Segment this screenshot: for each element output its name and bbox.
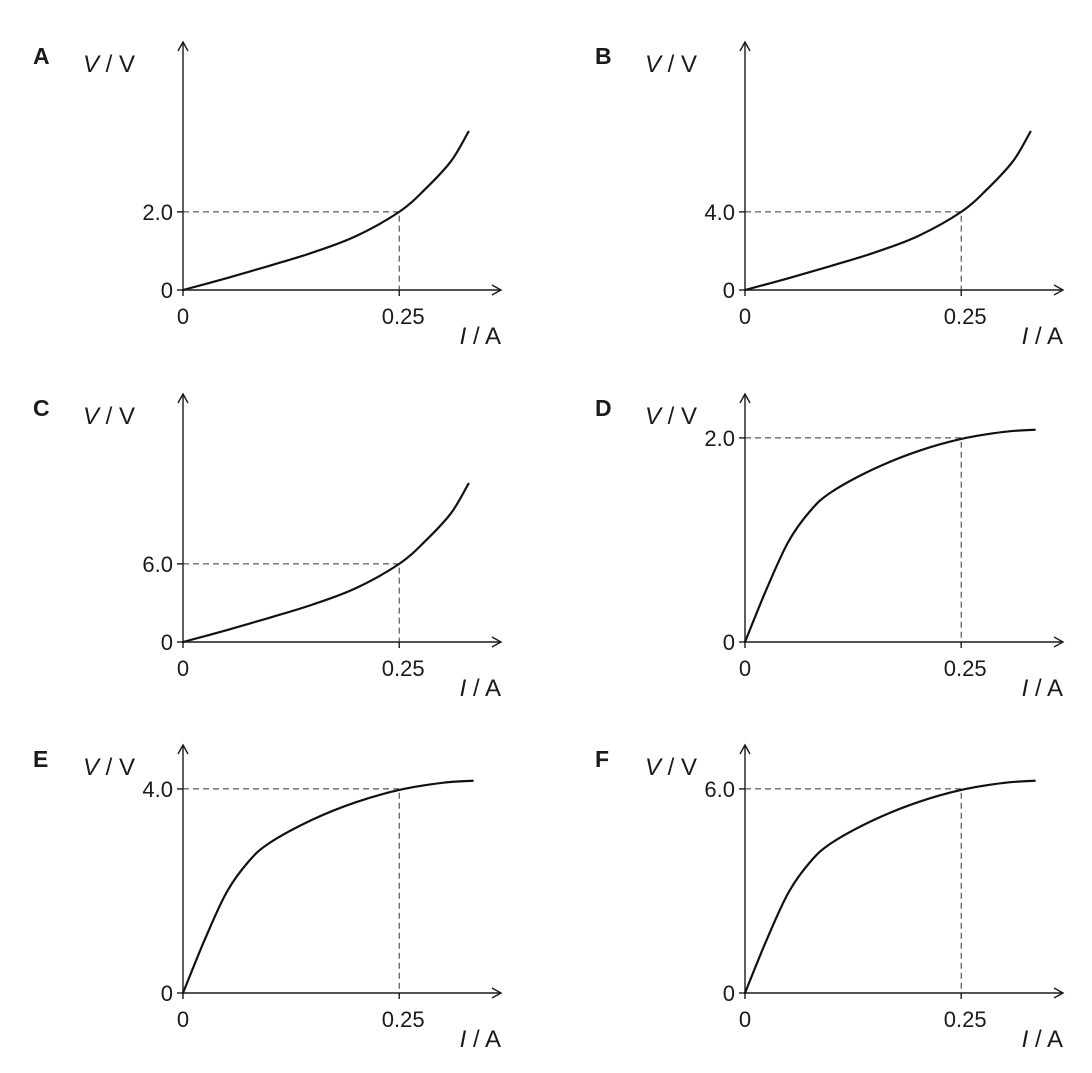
y-axis-label: V / V <box>645 754 697 781</box>
y-axis-arrowhead <box>177 40 189 52</box>
x-tick-label: 0 <box>739 1007 751 1032</box>
x-axis-arrowhead <box>1053 284 1065 296</box>
x-tick-label: 0 <box>739 304 751 329</box>
panel-label: F <box>595 746 609 772</box>
vi-curve <box>743 779 1036 995</box>
y-axis-arrowhead <box>739 392 751 404</box>
y-axis-arrowhead <box>739 40 751 52</box>
x-tick-label: 0.25 <box>944 1007 987 1032</box>
dashed-guide-line <box>745 437 962 642</box>
y-tick-label: 4.0 <box>704 200 735 225</box>
y-tick-label: 0 <box>161 981 173 1006</box>
x-tick-label: 0 <box>739 656 751 681</box>
panel-b: B V / V I / A 0 4.0 0 0.25 <box>595 40 1065 350</box>
x-axis-arrowhead <box>1053 636 1065 648</box>
panel-e: E V / V I / A 0 4.0 0 0.25 <box>33 743 503 1053</box>
x-tick-label: 0.25 <box>382 656 425 681</box>
x-axis-label: I / A <box>460 675 501 702</box>
vi-curve <box>181 130 470 292</box>
x-axis-label: I / A <box>1022 323 1063 350</box>
panel-label: B <box>595 43 612 69</box>
y-tick-label: 6.0 <box>704 777 735 802</box>
panel-label: D <box>595 395 612 421</box>
x-axis-arrowhead <box>491 636 503 648</box>
x-axis-label: I / A <box>460 1026 501 1053</box>
panel-d: D V / V I / A 0 2.0 0 0.25 <box>595 392 1065 702</box>
dashed-guide-line <box>183 211 400 290</box>
x-tick-label: 0.25 <box>944 304 987 329</box>
y-axis-label: V / V <box>83 51 135 78</box>
panel-a: A V / V I / A 0 2.0 0 0.25 <box>33 40 503 350</box>
y-tick-label: 0 <box>723 630 735 655</box>
x-tick-label: 0.25 <box>382 1007 425 1032</box>
x-tick-label: 0.25 <box>944 656 987 681</box>
vi-curve <box>743 428 1036 644</box>
y-tick-label: 4.0 <box>142 777 173 802</box>
dashed-guide-line <box>745 211 962 290</box>
x-tick-label: 0 <box>177 656 189 681</box>
x-tick-label: 0 <box>177 304 189 329</box>
dashed-guide-line <box>183 563 400 642</box>
x-tick-label: 0 <box>177 1007 189 1032</box>
y-axis-arrowhead <box>739 743 751 755</box>
vi-curve <box>181 779 474 995</box>
y-axis-label: V / V <box>645 403 697 430</box>
x-axis-label: I / A <box>1022 1026 1063 1053</box>
vi-curve <box>181 482 470 644</box>
y-axis-label: V / V <box>83 754 135 781</box>
y-axis-arrowhead <box>177 392 189 404</box>
y-tick-label: 2.0 <box>704 426 735 451</box>
panel-label: C <box>33 395 50 421</box>
vi-curve <box>743 130 1032 292</box>
x-axis-arrowhead <box>1053 987 1065 999</box>
panel-label: E <box>33 746 48 772</box>
x-axis-label: I / A <box>1022 675 1063 702</box>
panel-label: A <box>33 43 50 69</box>
x-axis-label: I / A <box>460 323 501 350</box>
x-axis-arrowhead <box>491 987 503 999</box>
dashed-guide-line <box>745 788 962 993</box>
y-tick-label: 0 <box>161 630 173 655</box>
y-tick-label: 0 <box>161 278 173 303</box>
x-tick-label: 0.25 <box>382 304 425 329</box>
y-tick-label: 0 <box>723 981 735 1006</box>
panel-c: C V / V I / A 0 6.0 0 0.25 <box>33 392 503 702</box>
y-tick-label: 6.0 <box>142 552 173 577</box>
y-axis-label: V / V <box>645 51 697 78</box>
dashed-guide-line <box>183 788 400 993</box>
panel-f: F V / V I / A 0 6.0 0 0.25 <box>595 743 1065 1053</box>
x-axis-arrowhead <box>491 284 503 296</box>
y-axis-label: V / V <box>83 403 135 430</box>
y-tick-label: 2.0 <box>142 200 173 225</box>
y-axis-arrowhead <box>177 743 189 755</box>
y-tick-label: 0 <box>723 278 735 303</box>
